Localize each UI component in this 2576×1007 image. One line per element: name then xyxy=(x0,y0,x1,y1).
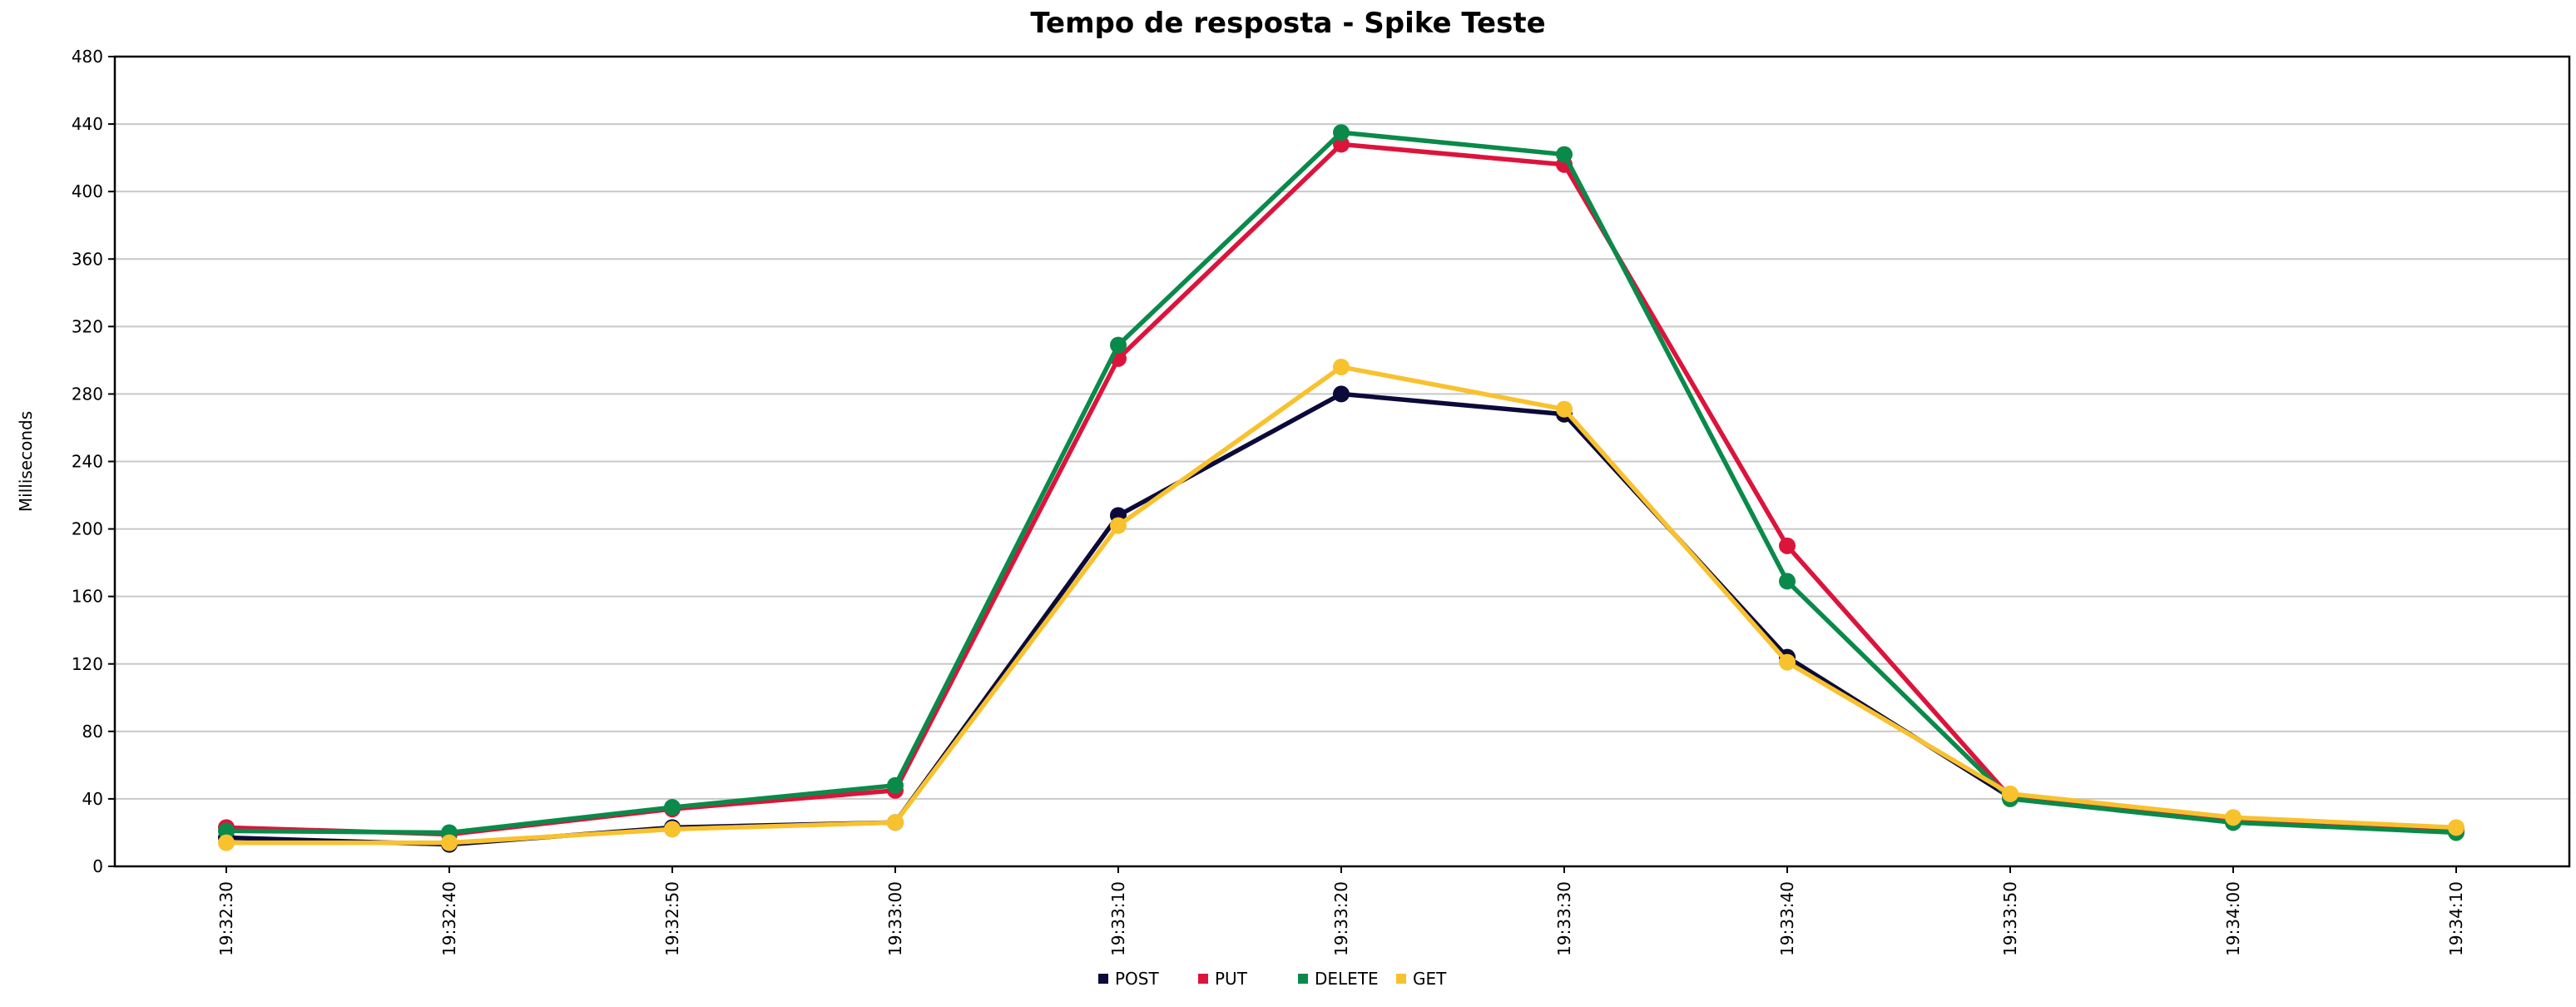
data-point xyxy=(1333,124,1350,141)
y-tick-label: 320 xyxy=(72,316,103,336)
series-lines xyxy=(218,124,2465,853)
data-point xyxy=(1779,537,1796,554)
y-tick-label: 0 xyxy=(92,856,103,876)
x-tick-label: 19:33:20 xyxy=(1331,881,1351,956)
data-point xyxy=(1779,653,1796,671)
axes: 0 40 80 120 160 200 240 280 320 360 400 440 480 19:32… xyxy=(16,47,2571,956)
series-delete xyxy=(218,124,2465,841)
legend-swatch xyxy=(1098,974,1108,984)
x-tick-label: 19:33:10 xyxy=(1108,881,1128,956)
legend-swatch xyxy=(1198,974,1208,984)
x-tick-label: 19:34:10 xyxy=(2446,881,2466,956)
series-line xyxy=(226,365,2457,846)
series-get xyxy=(218,358,2465,851)
y-tick-label: 240 xyxy=(72,452,103,472)
x-tick-label: 19:34:00 xyxy=(2223,881,2243,956)
legend-item-delete: DELETE xyxy=(1298,969,1379,989)
gridlines xyxy=(115,123,2569,800)
data-point xyxy=(887,776,904,794)
data-point xyxy=(664,821,681,838)
data-point xyxy=(218,834,235,851)
data-point xyxy=(887,814,904,831)
data-point xyxy=(2002,785,2019,802)
data-point xyxy=(218,822,235,840)
data-point xyxy=(664,799,681,816)
y-tick-label: 440 xyxy=(72,114,103,134)
legend-label: POST xyxy=(1115,969,1159,989)
data-point xyxy=(441,834,458,851)
data-point xyxy=(2225,809,2242,826)
y-tick-label: 360 xyxy=(72,249,103,269)
y-tick-label: 160 xyxy=(72,587,103,607)
data-point xyxy=(1110,336,1127,354)
x-tick-label: 19:33:40 xyxy=(1777,881,1797,956)
x-tick-label: 19:32:50 xyxy=(662,881,682,956)
series-line xyxy=(225,130,2457,836)
data-point xyxy=(2448,819,2465,836)
y-tick-label: 400 xyxy=(72,181,103,201)
legend-item-put: PUT xyxy=(1198,969,1248,989)
data-point xyxy=(1556,400,1573,418)
data-point xyxy=(1333,136,1350,153)
series-post xyxy=(218,385,2465,853)
data-point xyxy=(1110,517,1127,534)
data-point xyxy=(1779,573,1796,590)
legend-label: PUT xyxy=(1215,969,1248,989)
legend-swatch xyxy=(1396,974,1406,984)
x-tick-label: 19:32:40 xyxy=(439,881,459,956)
chart-title: Tempo de resposta - Spike Teste xyxy=(1030,7,1546,40)
data-point xyxy=(1333,358,1350,375)
legend-item-get: GET xyxy=(1396,969,1447,989)
y-tick-label: 40 xyxy=(82,789,103,809)
data-point xyxy=(1556,146,1573,163)
y-tick-label: 480 xyxy=(72,47,103,67)
x-tick-label: 19:32:30 xyxy=(216,881,236,956)
y-tick-label: 80 xyxy=(82,722,103,742)
y-tick-label: 280 xyxy=(72,384,103,404)
data-point xyxy=(1333,385,1350,403)
y-tick-label: 120 xyxy=(72,654,103,674)
legend: POST PUT DELETE GET xyxy=(1098,969,1447,989)
series-put xyxy=(218,136,2465,843)
y-tick-label: 200 xyxy=(72,519,103,539)
legend-swatch xyxy=(1298,974,1308,984)
x-tick-label: 19:33:30 xyxy=(1554,881,1574,956)
legend-item-post: POST xyxy=(1098,969,1159,989)
y-axis-label: Milliseconds xyxy=(16,411,36,512)
x-tick-label: 19:33:00 xyxy=(885,881,905,956)
legend-label: GET xyxy=(1413,969,1447,989)
x-tick-label: 19:33:50 xyxy=(2000,881,2020,956)
legend-label: DELETE xyxy=(1315,969,1379,989)
